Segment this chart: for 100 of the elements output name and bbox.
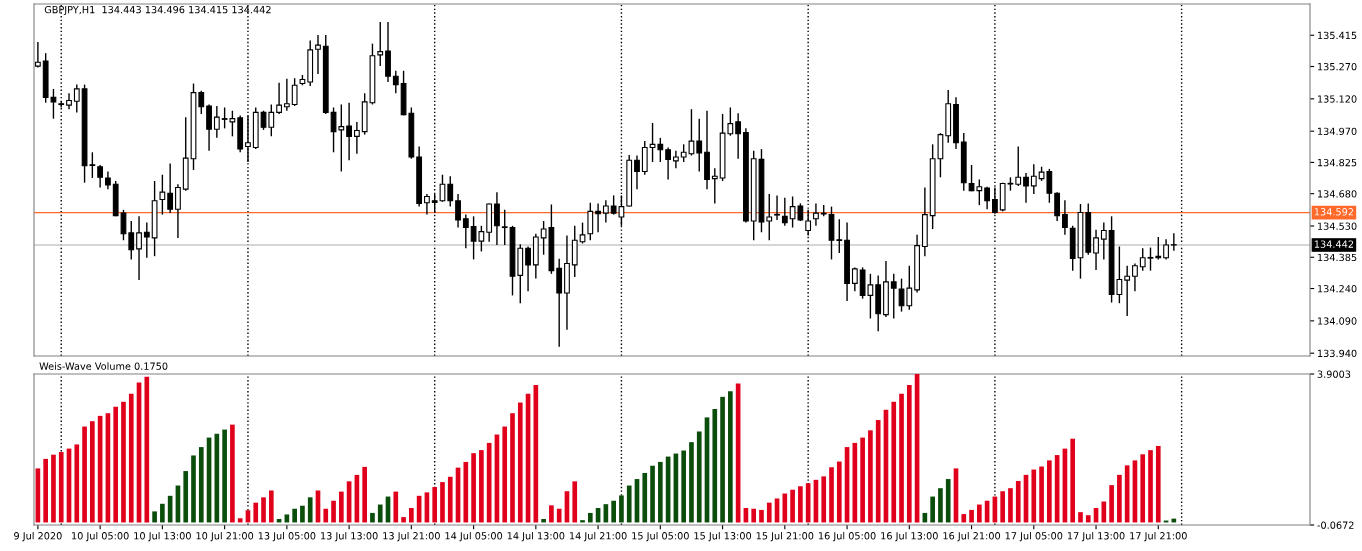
bar xyxy=(860,437,865,523)
x-tick-label: 13 Jul 05:00 xyxy=(258,531,316,542)
bar xyxy=(1047,460,1052,523)
bar xyxy=(440,482,445,523)
bar xyxy=(899,393,904,523)
bar xyxy=(300,505,305,523)
x-tick-label: 13 Jul 21:00 xyxy=(383,531,440,542)
candlestick xyxy=(1124,264,1131,317)
chart-title: GBPJPY,H1 134.443 134.496 134.415 134.442 xyxy=(44,5,271,16)
bar xyxy=(619,495,624,523)
bar xyxy=(1101,501,1107,523)
candlestick xyxy=(1062,199,1068,236)
bar xyxy=(43,458,48,523)
candlestick xyxy=(696,117,703,173)
candlestick xyxy=(462,213,469,249)
x-tick-label: 17 Jul 13:00 xyxy=(1067,531,1125,542)
bar xyxy=(572,481,578,523)
candlestick xyxy=(424,193,430,216)
candlestick xyxy=(501,209,508,246)
bar xyxy=(268,490,274,523)
candlestick xyxy=(587,202,594,241)
bar xyxy=(51,454,56,523)
bar xyxy=(1070,438,1076,523)
bar xyxy=(74,444,80,523)
bar xyxy=(191,455,196,523)
candlestick xyxy=(494,191,500,246)
x-tick-label: 10 Jul 13:00 xyxy=(134,531,191,542)
bar xyxy=(1008,488,1013,523)
candlestick xyxy=(276,81,282,115)
bar xyxy=(611,500,616,523)
bar xyxy=(712,409,718,523)
candlestick xyxy=(97,164,104,189)
bar xyxy=(160,503,165,523)
bar xyxy=(331,500,336,523)
bar xyxy=(938,488,943,523)
bar xyxy=(689,442,694,523)
candlestick xyxy=(595,202,601,233)
y-tick-label: 135.415 xyxy=(1318,31,1357,40)
y-tick-label: 134.680 xyxy=(1318,190,1357,198)
bar xyxy=(370,512,375,523)
x-tick-label: 10 Jul 05:00 xyxy=(72,531,129,542)
bar xyxy=(377,504,383,523)
bar xyxy=(658,461,663,523)
bar xyxy=(463,461,469,523)
bar xyxy=(798,486,803,523)
bar xyxy=(930,496,935,523)
bar xyxy=(237,518,243,523)
chart-title: Weis-Wave Volume 0.1750 xyxy=(39,362,168,370)
bar xyxy=(1078,512,1083,523)
y-tick-label: 133.940 xyxy=(1318,349,1357,358)
bar xyxy=(121,401,126,523)
bar xyxy=(432,487,438,523)
candlestick xyxy=(1093,228,1099,271)
candlestick xyxy=(315,34,321,75)
bar xyxy=(829,467,834,523)
bar xyxy=(58,452,64,523)
bar xyxy=(681,450,686,523)
bar xyxy=(1155,445,1161,523)
bar xyxy=(945,479,951,523)
y-tick-label: 134.970 xyxy=(1318,127,1357,136)
candlestick xyxy=(159,174,166,216)
x-tick-label: 17 Jul 21:00 xyxy=(1130,531,1187,542)
x-tick-label: 14 Jul 21:00 xyxy=(570,531,627,542)
bar xyxy=(1109,485,1114,523)
y-tick-label: -0.0672 xyxy=(1317,521,1354,529)
bar xyxy=(626,485,632,523)
x-tick-label: 14 Jul 13:00 xyxy=(507,531,565,542)
candlestick xyxy=(774,194,780,221)
bar xyxy=(471,453,476,523)
candlestick xyxy=(66,92,72,110)
candlestick xyxy=(447,175,454,208)
bar xyxy=(362,466,367,523)
bar xyxy=(1085,515,1091,523)
y-tick-label: 135.120 xyxy=(1318,95,1357,103)
bar xyxy=(82,426,87,523)
candlestick xyxy=(766,193,773,241)
bar xyxy=(728,391,733,523)
candlestick xyxy=(1015,145,1022,187)
candlestick xyxy=(579,221,586,245)
candlestick xyxy=(634,154,640,190)
bar xyxy=(90,421,95,523)
candlestick xyxy=(673,150,679,169)
x-tick-label: 15 Jul 21:00 xyxy=(756,531,814,542)
candlestick xyxy=(143,221,150,259)
bar xyxy=(510,413,515,523)
candlestick xyxy=(1155,236,1162,261)
bar xyxy=(891,401,897,523)
bar xyxy=(323,508,329,523)
bar xyxy=(292,508,297,523)
y-tick-label: 134.825 xyxy=(1318,158,1357,167)
bar xyxy=(790,489,795,523)
candlestick xyxy=(175,183,181,239)
bar xyxy=(650,465,655,523)
y-tick-label: 3.9003 xyxy=(1317,370,1351,378)
x-tick-label: 16 Jul 05:00 xyxy=(818,531,876,542)
y-tick-label: 134.530 xyxy=(1318,222,1357,230)
candlestick xyxy=(525,245,531,293)
bar xyxy=(642,472,648,523)
candlestick xyxy=(198,90,205,115)
candlestick xyxy=(291,77,298,107)
